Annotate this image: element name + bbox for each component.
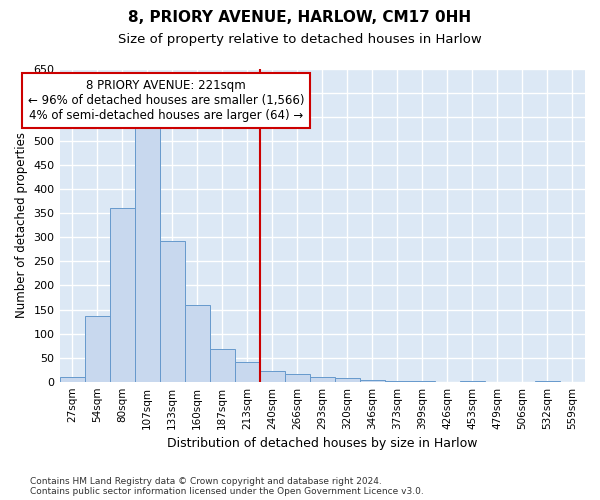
- Bar: [134, 123, 160, 382]
- Bar: [285, 374, 310, 382]
- Text: Contains public sector information licensed under the Open Government Licence v3: Contains public sector information licen…: [30, 487, 424, 496]
- Text: 8 PRIORY AVENUE: 221sqm
← 96% of detached houses are smaller (1,566)
4% of semi-: 8 PRIORY AVENUE: 221sqm ← 96% of detache…: [28, 78, 304, 122]
- Bar: [85, 316, 110, 382]
- Text: 8, PRIORY AVENUE, HARLOW, CM17 0HH: 8, PRIORY AVENUE, HARLOW, CM17 0HH: [128, 10, 472, 25]
- Bar: [235, 362, 260, 382]
- Bar: [185, 304, 209, 382]
- Bar: [59, 377, 85, 382]
- Bar: [535, 380, 560, 382]
- Bar: [360, 380, 385, 382]
- Text: Size of property relative to detached houses in Harlow: Size of property relative to detached ho…: [118, 32, 482, 46]
- Bar: [110, 208, 134, 382]
- Bar: [385, 380, 410, 382]
- Bar: [160, 240, 185, 382]
- X-axis label: Distribution of detached houses by size in Harlow: Distribution of detached houses by size …: [167, 437, 478, 450]
- Bar: [460, 380, 485, 382]
- Bar: [260, 371, 285, 382]
- Bar: [310, 377, 335, 382]
- Bar: [410, 380, 435, 382]
- Y-axis label: Number of detached properties: Number of detached properties: [15, 132, 28, 318]
- Text: Contains HM Land Registry data © Crown copyright and database right 2024.: Contains HM Land Registry data © Crown c…: [30, 477, 382, 486]
- Bar: [335, 378, 360, 382]
- Bar: [209, 350, 235, 382]
